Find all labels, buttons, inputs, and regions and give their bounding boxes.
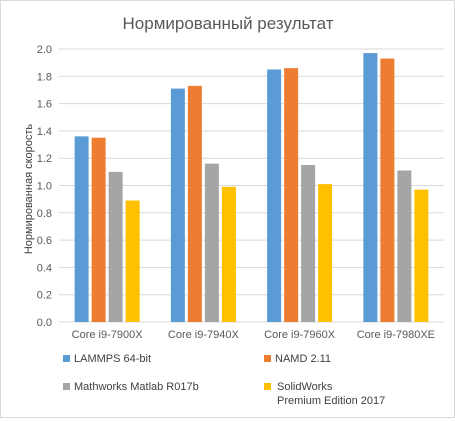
y-tick-label: 0.2 — [37, 290, 52, 302]
legend-label-solidworks-line2: Premium Edition 2017 — [277, 395, 385, 407]
legend-label-namd: NAMD 2.11 — [275, 353, 331, 365]
legend-swatch-matlab — [63, 383, 70, 390]
bar — [397, 170, 412, 322]
legend-swatch-namd — [264, 355, 271, 362]
bar — [204, 163, 219, 322]
legend: LAMMPS 64-bit NAMD 2.11 Mathworks Matlab… — [63, 353, 385, 407]
x-tick-label: Core i9-7980XE — [357, 329, 435, 341]
bar — [301, 165, 316, 322]
legend-label-lammps: LAMMPS 64-bit — [74, 353, 151, 365]
x-tick-labels: Core i9-7900X Core i9-7940X Core i9-7960X C… — [72, 329, 435, 341]
y-tick-label: 0.6 — [37, 235, 52, 247]
x-tick-label: Core i9-7960X — [264, 329, 336, 341]
bar — [267, 69, 282, 322]
y-tick-label: 0.8 — [37, 208, 52, 220]
bar — [74, 136, 89, 322]
x-tick-label: Core i9-7940X — [168, 329, 240, 341]
bar — [187, 85, 202, 322]
y-tick-label: 1.4 — [37, 126, 52, 138]
bar — [380, 58, 395, 323]
gridlines — [59, 48, 444, 323]
bar — [125, 200, 140, 322]
bar — [414, 189, 429, 322]
y-tick-label: 1.6 — [37, 99, 52, 111]
y-tick-label: 1.0 — [37, 181, 52, 193]
legend-label-solidworks: SolidWorks Premium Edition 2017 — [277, 381, 385, 407]
y-tick-label: 2.0 — [37, 44, 52, 56]
y-tick-label: 1.2 — [37, 153, 52, 165]
bar — [91, 137, 106, 322]
bar — [221, 186, 236, 322]
bar — [318, 184, 333, 322]
bar — [108, 171, 123, 322]
bar — [284, 68, 299, 322]
legend-label-solidworks-line1: SolidWorks — [277, 381, 333, 393]
y-tick-label: 0.0 — [37, 317, 52, 329]
x-tick-label: Core i9-7900X — [72, 329, 144, 341]
y-tick-label: 1.8 — [37, 71, 52, 83]
legend-swatch-lammps — [63, 355, 70, 362]
legend-swatch-solidworks — [264, 383, 271, 390]
chart-title: Нормированный результат — [123, 14, 334, 33]
bar — [363, 53, 378, 322]
legend-label-matlab: Mathworks Matlab R017b — [74, 381, 199, 393]
y-tick-label: 0.4 — [37, 262, 52, 274]
bars — [74, 53, 429, 323]
y-axis-label: Нормированная скорость — [23, 124, 35, 255]
y-tick-labels: 0.0 0.2 0.4 0.6 0.8 1.0 1.2 1.4 1.6 1.8 2.0 — [37, 44, 52, 329]
bar — [170, 88, 185, 323]
